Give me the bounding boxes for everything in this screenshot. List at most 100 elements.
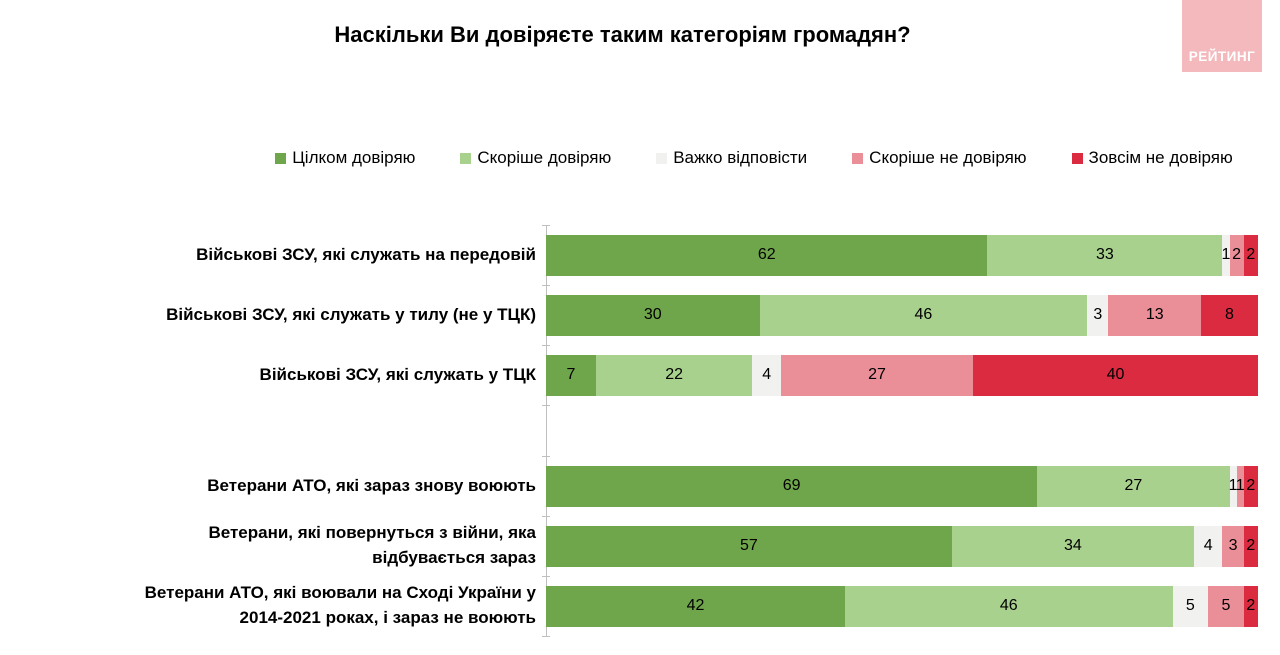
value-label: 4: [762, 366, 772, 383]
value-label: 2: [1246, 597, 1256, 614]
legend-label: Важко відповісти: [673, 148, 808, 167]
bar-segment: 2: [1243, 465, 1258, 507]
bar-segment: 4: [752, 354, 781, 396]
bar-segment: 8: [1201, 294, 1258, 336]
bar-segment: 27: [780, 354, 974, 396]
chart-row: Ветерани, які повернуться з війни, яка в…: [0, 516, 1280, 576]
category-label: Військові ЗСУ, які служать на передовій: [196, 244, 536, 264]
bar-segment: 1: [1235, 465, 1245, 507]
value-label: 5: [1221, 597, 1231, 614]
legend-swatch: [460, 152, 472, 164]
value-label: 7: [566, 366, 576, 383]
stacked-bar: 30 46 3 13 8: [546, 294, 1258, 336]
value-label: 3: [1093, 306, 1103, 323]
bar-segment: 3: [1222, 525, 1244, 567]
stacked-bar: 7 22 4 27 40: [546, 354, 1258, 396]
legend-item: Цілком довіряю: [275, 148, 415, 168]
chart-title: Наскільки Ви довіряєте таким категоріям …: [334, 22, 911, 47]
bar-segment: 5: [1208, 585, 1244, 627]
rating-logo: РЕЙТИНГ: [1182, 0, 1262, 72]
value-label: 33: [1096, 246, 1114, 263]
legend-swatch: [275, 152, 287, 164]
bar-segment: 2: [1243, 585, 1258, 627]
chart-row: Військові ЗСУ, які служать у тилу (не у …: [0, 285, 1280, 345]
value-label: 2: [1246, 246, 1256, 263]
legend: Цілком довіряю Скоріше довіряю Важко відпо…: [0, 148, 1280, 168]
value-label: 27: [1124, 477, 1143, 494]
category-label: Ветерани, які повернуться з війни, яка в…: [208, 523, 536, 567]
value-label: 1: [1221, 246, 1231, 263]
axis-tick: [542, 636, 550, 637]
bar-segment: 22: [595, 354, 753, 396]
category-label: Військові ЗСУ, які служать у ТЦК: [259, 364, 536, 384]
bar-segment: 42: [546, 585, 846, 627]
legend-item: Скоріше довіряю: [460, 148, 611, 168]
value-label: 34: [1063, 537, 1082, 554]
value-label: 2: [1232, 246, 1242, 263]
group-gap: [0, 405, 1280, 456]
bar-segment: 33: [987, 234, 1223, 276]
bar-segment: 4: [1193, 525, 1223, 567]
value-label: 42: [686, 597, 705, 614]
legend-label: Цілком довіряю: [292, 148, 416, 167]
value-label: 62: [757, 246, 776, 263]
stacked-bar: 42 46 5 5 2: [546, 585, 1258, 627]
legend-item: Скоріше не довіряю: [852, 148, 1027, 168]
stacked-bar: 62 33 1 2 2: [546, 234, 1258, 276]
bar-segment: 2: [1229, 234, 1244, 276]
value-label: 2: [1246, 477, 1256, 494]
value-label: 40: [1106, 366, 1125, 383]
value-label: 1: [1228, 477, 1238, 494]
value-label: 22: [665, 366, 684, 383]
value-label: 1: [1235, 477, 1245, 494]
bar-segment: 2: [1243, 234, 1258, 276]
chart-row: Військові ЗСУ, які служать у ТЦК 7 22 4 27 40: [0, 345, 1280, 405]
category-label: Ветерани АТО, які зараз знову воюють: [207, 475, 536, 495]
value-label: 5: [1185, 597, 1195, 614]
bar-segment: 62: [546, 234, 988, 276]
legend-swatch: [852, 152, 864, 164]
chart-area: Військові ЗСУ, які служать на передовій 6…: [0, 225, 1280, 637]
plot-rows: Військові ЗСУ, які служать на передовій 6…: [0, 225, 1280, 636]
bar-segment: 69: [546, 465, 1038, 507]
bar-segment: 7: [546, 354, 596, 396]
value-label: 46: [999, 597, 1018, 614]
bar-segment: 5: [1172, 585, 1209, 627]
legend-item: Важко відповісти: [656, 148, 807, 168]
bar-segment: 57: [546, 525, 952, 567]
bar-segment: 2: [1243, 525, 1258, 567]
category-label: Військові ЗСУ, які служать у тилу (не у …: [166, 304, 536, 324]
value-label: 27: [868, 366, 886, 383]
category-label: Ветерани АТО, які воювали на Сході Украї…: [144, 583, 536, 627]
value-label: 30: [643, 306, 662, 323]
bar-segment: 30: [546, 294, 760, 336]
bar-segment: 27: [1037, 465, 1230, 507]
legend-swatch: [656, 152, 668, 164]
bar-segment: 46: [845, 585, 1173, 627]
legend-label: Скоріше не довіряю: [869, 148, 1027, 167]
chart-row: Ветерани АТО, які воювали на Сході Украї…: [0, 576, 1280, 636]
bar-segment: 13: [1108, 294, 1202, 336]
bar-segment: 3: [1087, 294, 1109, 336]
value-label: 4: [1203, 537, 1213, 554]
legend-item: Зовсім не довіряю: [1071, 148, 1233, 168]
legend-swatch: [1071, 152, 1083, 164]
chart-row: Військові ЗСУ, які служать на передовій 6…: [0, 225, 1280, 285]
bar-segment: 46: [759, 294, 1088, 336]
value-label: 13: [1145, 306, 1164, 323]
value-label: 57: [740, 537, 758, 554]
bar-segment: 1: [1221, 234, 1231, 276]
bar-segment: 1: [1228, 465, 1238, 507]
legend-label: Зовсім не довіряю: [1088, 148, 1233, 167]
rating-logo-text: РЕЙТИНГ: [1188, 49, 1256, 64]
value-label: 3: [1228, 537, 1238, 554]
value-label: 69: [782, 477, 801, 494]
value-label: 46: [914, 306, 933, 323]
bar-segment: 40: [973, 354, 1258, 396]
stacked-bar: 57 34 4 3 2: [546, 525, 1258, 567]
stacked-bar: 69 27 1 1 2: [546, 465, 1258, 507]
bar-segment: 34: [951, 525, 1194, 567]
value-label: 2: [1246, 537, 1256, 554]
chart-row: Ветерани АТО, які зараз знову воюють 69 27…: [0, 456, 1280, 516]
